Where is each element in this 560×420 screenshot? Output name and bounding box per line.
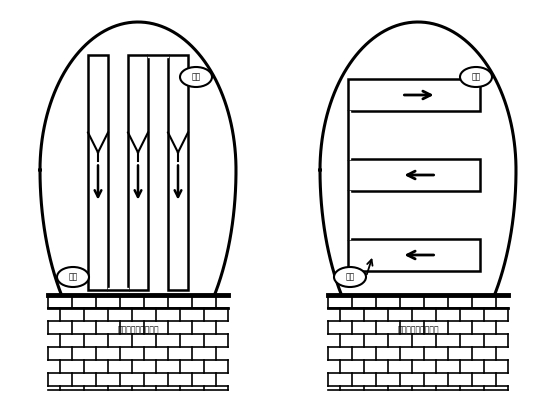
Text: 起点: 起点 (346, 273, 354, 281)
Text: 下台阶控制爆破开挖: 下台阶控制爆破开挖 (397, 326, 439, 334)
Bar (48, 295, 228, 390)
Text: 起点: 起点 (68, 273, 78, 281)
Polygon shape (320, 22, 516, 370)
Text: 终点: 终点 (472, 73, 480, 81)
Bar (128, 55, 148, 290)
Bar (348, 239, 480, 271)
Ellipse shape (334, 267, 366, 287)
Ellipse shape (57, 267, 89, 287)
Text: 终点: 终点 (192, 73, 200, 81)
Text: 下台阶控制爆破开挖: 下台阶控制爆破开挖 (117, 326, 159, 334)
Polygon shape (40, 22, 236, 370)
Bar (348, 79, 480, 111)
Bar (88, 55, 108, 290)
Bar (328, 295, 508, 390)
Bar (168, 55, 188, 290)
Bar (348, 159, 480, 191)
Ellipse shape (460, 67, 492, 87)
Ellipse shape (180, 67, 212, 87)
